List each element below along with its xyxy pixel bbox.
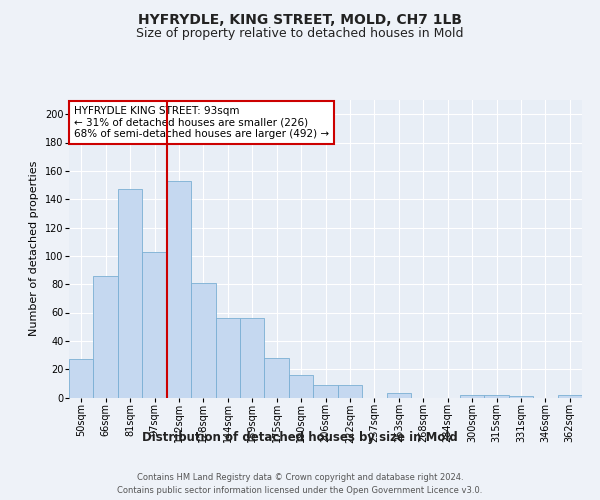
Text: HYFRYDLE, KING STREET, MOLD, CH7 1LB: HYFRYDLE, KING STREET, MOLD, CH7 1LB bbox=[138, 12, 462, 26]
Bar bbox=[167, 180, 191, 398]
Text: Distribution of detached houses by size in Mold: Distribution of detached houses by size … bbox=[142, 431, 458, 444]
Bar bbox=[118, 189, 142, 398]
Bar bbox=[240, 318, 265, 398]
Bar bbox=[289, 375, 313, 398]
Text: Contains public sector information licensed under the Open Government Licence v3: Contains public sector information licen… bbox=[118, 486, 482, 495]
Text: Contains HM Land Registry data © Crown copyright and database right 2024.: Contains HM Land Registry data © Crown c… bbox=[137, 472, 463, 482]
Bar bbox=[509, 396, 533, 398]
Bar bbox=[313, 385, 338, 398]
Bar bbox=[557, 394, 582, 398]
Y-axis label: Number of detached properties: Number of detached properties bbox=[29, 161, 40, 336]
Bar bbox=[386, 393, 411, 398]
Bar bbox=[265, 358, 289, 398]
Bar bbox=[484, 394, 509, 398]
Bar bbox=[69, 359, 94, 398]
Bar bbox=[215, 318, 240, 398]
Text: Size of property relative to detached houses in Mold: Size of property relative to detached ho… bbox=[136, 28, 464, 40]
Text: HYFRYDLE KING STREET: 93sqm
← 31% of detached houses are smaller (226)
68% of se: HYFRYDLE KING STREET: 93sqm ← 31% of det… bbox=[74, 106, 329, 139]
Bar bbox=[338, 385, 362, 398]
Bar bbox=[191, 283, 215, 398]
Bar bbox=[142, 252, 167, 398]
Bar bbox=[94, 276, 118, 398]
Bar bbox=[460, 394, 484, 398]
